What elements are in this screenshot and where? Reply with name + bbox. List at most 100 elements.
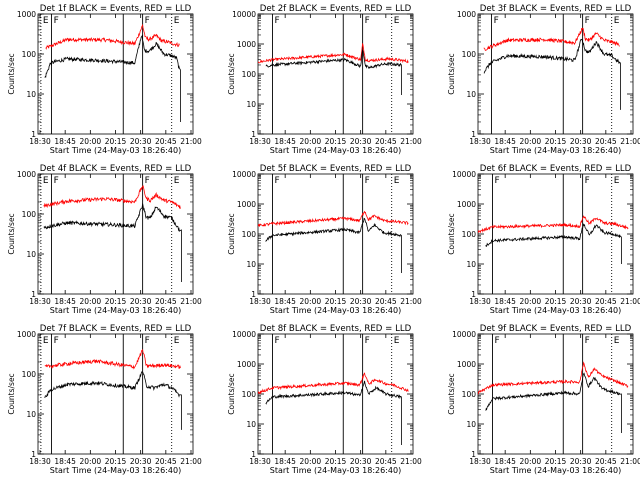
- series-events-line: [43, 203, 182, 282]
- y-tick-label: 1000: [457, 10, 476, 19]
- time-marker-label: E: [174, 176, 180, 186]
- y-tick-label: 10000: [452, 170, 476, 179]
- y-tick-label: 1000: [17, 170, 36, 179]
- time-marker-label: E: [394, 336, 400, 346]
- x-tick-label: 20:15: [545, 457, 567, 466]
- x-tick-label: 21:00: [400, 137, 422, 146]
- series-lld-line: [44, 348, 181, 370]
- y-tick-label: 1: [471, 130, 476, 139]
- panel-title: Det 3f BLACK = Events, RED = LLD: [480, 4, 632, 14]
- x-tick-label: 20:15: [545, 297, 567, 306]
- time-marker-label: E: [43, 176, 49, 186]
- y-tick-label: 1000: [17, 330, 36, 339]
- x-tick-label: 20:00: [300, 137, 322, 146]
- series-group: [43, 185, 182, 282]
- series-lld-line: [45, 23, 180, 50]
- panel-det-4: Det 4f BLACK = Events, RED = LLD 1 10 100 10…: [7, 164, 202, 315]
- time-marker-label: F: [145, 336, 150, 346]
- x-axis-label: Start Time (24-May-03 18:26:40): [50, 306, 181, 315]
- y-axis-label: Counts/sec: [227, 373, 236, 414]
- y-tick-label: 1: [251, 130, 256, 139]
- x-tick-label: 20:30: [350, 457, 372, 466]
- time-marker-label: F: [54, 16, 59, 26]
- x-tick-label: 18:30: [29, 297, 51, 306]
- series-group: [258, 43, 409, 95]
- plot-frame: [37, 333, 194, 455]
- series-lld-line: [258, 210, 409, 227]
- x-tick-label: 21:00: [620, 137, 640, 146]
- y-tick-label: 1: [31, 290, 36, 299]
- x-tick-label: 18:30: [249, 137, 271, 146]
- y-tick-label: 10: [466, 260, 476, 269]
- x-tick-label: 18:45: [274, 457, 296, 466]
- x-tick-label: 18:30: [249, 297, 271, 306]
- panel-det-8: Det 8f BLACK = Events, RED = LLD 1 10 100 10…: [227, 324, 422, 475]
- time-marker-label: E: [394, 16, 400, 26]
- x-tick-label: 21:00: [180, 297, 202, 306]
- x-tick-label: 20:30: [130, 297, 152, 306]
- y-tick-label: 1: [31, 130, 36, 139]
- x-tick-label: 20:45: [375, 297, 397, 306]
- panel-det-1: Det 1f BLACK = Events, RED = LLD 1 10 100 10…: [7, 4, 202, 155]
- y-tick-label: 10: [246, 260, 256, 269]
- y-tick-label: 10: [26, 410, 36, 419]
- y-tick-label: 10: [26, 90, 36, 99]
- y-tick-label: 100: [242, 390, 257, 399]
- time-marker-label: F: [365, 336, 370, 346]
- x-tick-label: 20:45: [375, 457, 397, 466]
- x-tick-label: 20:00: [80, 137, 102, 146]
- x-tick-label: 20:00: [520, 297, 542, 306]
- y-axis-label: Counts/sec: [447, 213, 456, 254]
- y-tick-label: 10000: [452, 330, 476, 339]
- x-tick-label: 20:45: [375, 137, 397, 146]
- panel-det-5: Det 5f BLACK = Events, RED = LLD 1 10 100 10…: [227, 164, 422, 315]
- time-marker-label: E: [43, 336, 49, 346]
- x-axis-label: Start Time (24-May-03 18:26:40): [490, 466, 621, 475]
- y-tick-label: 100: [462, 230, 477, 239]
- x-tick-label: 18:30: [29, 457, 51, 466]
- y-tick-label: 1: [471, 450, 476, 459]
- y-tick-label: 10: [26, 250, 36, 259]
- x-tick-label: 20:15: [325, 457, 347, 466]
- y-axis-label: Counts/sec: [7, 373, 16, 414]
- time-marker-label: F: [275, 176, 280, 186]
- panel-det-7: Det 7f BLACK = Events, RED = LLD 1 10 100 10…: [7, 324, 202, 475]
- panel-det-3: Det 3f BLACK = Events, RED = LLD 1 10 100 10…: [447, 4, 640, 155]
- y-tick-label: 1000: [237, 200, 256, 209]
- x-tick-label: 21:00: [400, 457, 422, 466]
- x-axis-label: Start Time (24-May-03 18:26:40): [50, 466, 181, 475]
- time-marker-label: F: [145, 16, 150, 26]
- x-tick-label: 18:30: [249, 457, 271, 466]
- series-group: [44, 348, 182, 430]
- x-tick-label: 20:00: [300, 457, 322, 466]
- y-tick-label: 1: [471, 290, 476, 299]
- panel-title: Det 1f BLACK = Events, RED = LLD: [40, 4, 192, 14]
- x-tick-label: 20:45: [155, 297, 177, 306]
- series-lld-line: [43, 185, 181, 210]
- y-tick-label: 1000: [17, 10, 36, 19]
- y-tick-label: 100: [242, 230, 257, 239]
- time-marker-label: F: [494, 16, 499, 26]
- x-tick-label: 18:45: [54, 137, 76, 146]
- series-events-line: [485, 372, 622, 433]
- y-tick-label: 1000: [237, 40, 256, 49]
- x-tick-label: 18:30: [469, 457, 491, 466]
- y-tick-label: 1: [31, 450, 36, 459]
- panel-title: Det 7f BLACK = Events, RED = LLD: [40, 324, 192, 334]
- series-lld-line: [483, 27, 620, 51]
- plot-frame: [37, 173, 194, 295]
- x-tick-label: 20:00: [80, 457, 102, 466]
- y-tick-label: 10: [246, 420, 256, 429]
- series-events-line: [483, 38, 621, 110]
- series-events-line: [265, 217, 402, 273]
- x-tick-label: 18:45: [54, 297, 76, 306]
- series-lld-line: [258, 43, 409, 64]
- y-tick-label: 1: [251, 290, 256, 299]
- series-group: [258, 210, 409, 273]
- x-tick-label: 18:45: [54, 457, 76, 466]
- series-group: [478, 215, 629, 264]
- x-tick-label: 20:30: [350, 137, 372, 146]
- y-axis-label: Counts/sec: [7, 213, 16, 254]
- x-tick-label: 20:15: [325, 297, 347, 306]
- panel-title: Det 6f BLACK = Events, RED = LLD: [480, 164, 632, 174]
